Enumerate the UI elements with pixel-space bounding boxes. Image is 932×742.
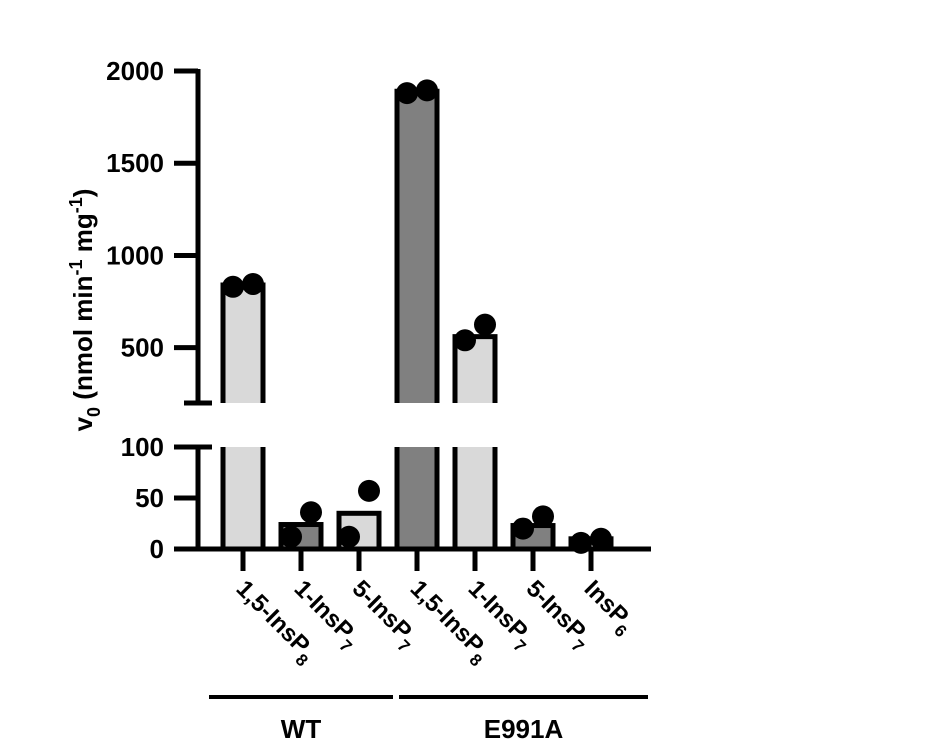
group-label-1: E991A [484, 714, 564, 742]
bar-lower-3 [397, 447, 437, 549]
y-axis-label: v0 (nmol min-1 mg-1) [66, 189, 104, 432]
point-2-0 [338, 525, 360, 548]
point-4-1 [474, 313, 496, 336]
bar-upper-3 [397, 91, 437, 404]
point-2-1 [358, 479, 380, 502]
point-0-0 [222, 275, 244, 298]
point-5-0 [512, 517, 534, 540]
y-tick-label-0: 0 [150, 534, 164, 564]
y-tick-label-1000: 1000 [106, 240, 164, 270]
y-tick-label-1500: 1500 [106, 148, 164, 178]
point-3-1 [416, 79, 438, 102]
point-6-1 [590, 527, 612, 550]
category-labels-layer: 1,5-InsP81-InsP75-InsP71,5-InsP81-InsP75… [231, 575, 634, 670]
y-tick-label-100: 100 [121, 432, 164, 462]
axes-layer [174, 68, 651, 571]
point-4-0 [454, 329, 476, 352]
tick-labels-layer: 0 50 100 500 1000 1500 2000 [106, 56, 164, 564]
point-1-1 [300, 501, 322, 524]
y-tick-label-50: 50 [135, 483, 164, 513]
group-labels-layer: WT E991A [209, 695, 648, 742]
bar-lower-4 [455, 447, 495, 549]
point-5-1 [532, 505, 554, 528]
point-3-0 [396, 82, 418, 105]
y-tick-label-500: 500 [121, 333, 164, 363]
bar-upper-0 [223, 284, 263, 403]
y-tick-label-2000: 2000 [106, 56, 164, 86]
bars-layer [220, 88, 614, 552]
points-layer [222, 79, 612, 554]
point-1-0 [280, 525, 302, 548]
bar-lower-0 [223, 447, 263, 549]
point-0-1 [242, 273, 264, 296]
group-label-0: WT [281, 714, 322, 742]
